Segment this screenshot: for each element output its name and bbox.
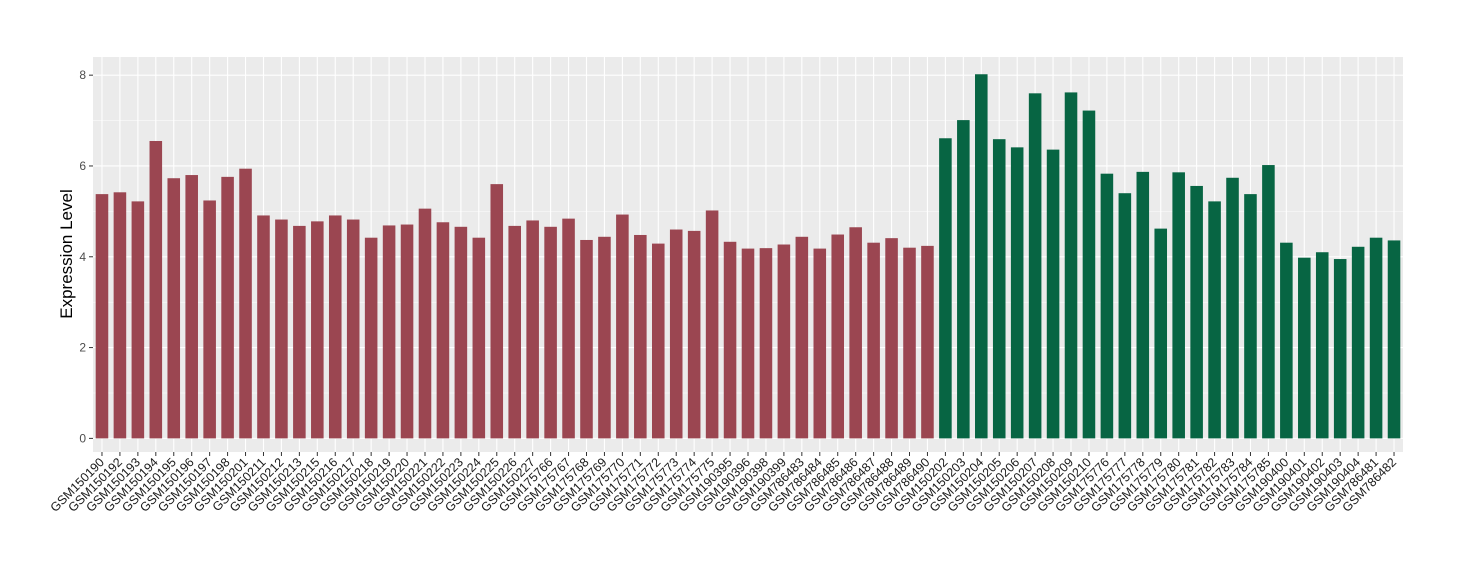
bar-GSM150194 — [149, 140, 163, 439]
bar-GSM150222 — [436, 222, 450, 439]
bar-GSM150206 — [1010, 147, 1024, 439]
bar-GSM150215 — [311, 221, 324, 439]
bar-GSM150220 — [400, 224, 414, 439]
bar-GSM175767 — [562, 218, 575, 439]
bar-GSM150210 — [1082, 110, 1096, 439]
bar-GSM175781 — [1190, 185, 1203, 439]
y-axis-title: Expression Level — [57, 189, 76, 318]
bar-GSM175771 — [634, 234, 647, 439]
bar-GSM190399 — [777, 244, 791, 439]
bar-GSM150203 — [957, 120, 970, 439]
bar-GSM175773 — [669, 229, 683, 439]
y-tick-label: 4 — [79, 250, 86, 264]
bar-GSM150221 — [418, 208, 432, 439]
y-tick-label: 0 — [79, 431, 86, 445]
bar-GSM175780 — [1172, 172, 1185, 439]
bar-GSM175766 — [544, 226, 557, 439]
bar-GSM786487 — [867, 242, 880, 439]
bar-GSM150227 — [526, 220, 539, 439]
bars — [95, 74, 1401, 439]
bar-GSM150224 — [472, 237, 486, 439]
bar-GSM175778 — [1136, 171, 1150, 439]
bar-GSM786486 — [849, 227, 862, 439]
bar-GSM150208 — [1046, 149, 1060, 439]
y-tick-label: 8 — [79, 68, 86, 82]
bar-GSM190395 — [723, 241, 737, 439]
bar-GSM150207 — [1028, 93, 1042, 439]
bar-GSM190402 — [1315, 252, 1329, 439]
bar-GSM175777 — [1118, 193, 1132, 439]
bar-GSM175782 — [1208, 201, 1221, 439]
bar-GSM175769 — [598, 236, 611, 439]
bar-GSM150212 — [275, 219, 288, 439]
bar-GSM786483 — [795, 236, 809, 439]
bar-GSM150197 — [203, 200, 216, 439]
bar-GSM175768 — [580, 239, 593, 439]
bar-GSM150198 — [221, 176, 234, 439]
bar-GSM150209 — [1064, 92, 1078, 439]
bar-GSM150225 — [490, 184, 504, 439]
bar-GSM786484 — [813, 248, 827, 439]
bar-GSM190396 — [741, 248, 755, 439]
bar-GSM150204 — [975, 74, 988, 439]
bar-GSM786481 — [1369, 237, 1383, 439]
bar-GSM786482 — [1387, 240, 1401, 439]
bar-GSM150190 — [95, 194, 109, 439]
bar-GSM150223 — [454, 226, 468, 439]
bar-GSM190404 — [1351, 246, 1365, 439]
bar-GSM175783 — [1226, 177, 1239, 439]
bar-GSM190403 — [1333, 259, 1347, 439]
bar-GSM175784 — [1244, 194, 1257, 439]
bar-GSM786489 — [903, 247, 916, 439]
bar-GSM150205 — [992, 139, 1006, 439]
bar-GSM150211 — [257, 215, 270, 439]
bar-GSM150196 — [185, 175, 198, 439]
bar-GSM175779 — [1154, 228, 1168, 439]
bar-GSM150192 — [113, 192, 127, 439]
bar-GSM175785 — [1262, 165, 1275, 439]
bar-GSM150213 — [293, 225, 306, 439]
bar-GSM175770 — [616, 214, 629, 439]
bar-GSM190400 — [1280, 242, 1293, 439]
x-axis: GSM150190GSM150192GSM150193GSM150194GSM1… — [48, 452, 1399, 515]
bar-GSM150226 — [508, 225, 521, 439]
bar-GSM150202 — [939, 138, 952, 439]
bar-GSM786488 — [885, 238, 898, 439]
bar-GSM190398 — [759, 248, 773, 439]
bar-GSM150219 — [382, 225, 396, 439]
bar-GSM175775 — [705, 210, 719, 439]
y-axis: 0 2 4 6 8 — [79, 68, 93, 445]
bar-GSM175772 — [651, 243, 665, 439]
y-tick-label: 2 — [79, 341, 86, 355]
bar-GSM150195 — [167, 178, 181, 439]
bar-GSM150217 — [346, 219, 360, 439]
bar-GSM190401 — [1298, 257, 1311, 439]
bar-GSM150193 — [131, 201, 145, 439]
bar-GSM175774 — [687, 230, 701, 439]
bar-GSM175776 — [1100, 173, 1114, 439]
bar-GSM786490 — [921, 245, 934, 439]
bar-GSM150216 — [328, 215, 342, 439]
bar-GSM150218 — [364, 237, 378, 439]
y-tick-label: 6 — [79, 159, 86, 173]
bar-GSM786485 — [831, 234, 845, 439]
bar-GSM150201 — [239, 168, 252, 439]
